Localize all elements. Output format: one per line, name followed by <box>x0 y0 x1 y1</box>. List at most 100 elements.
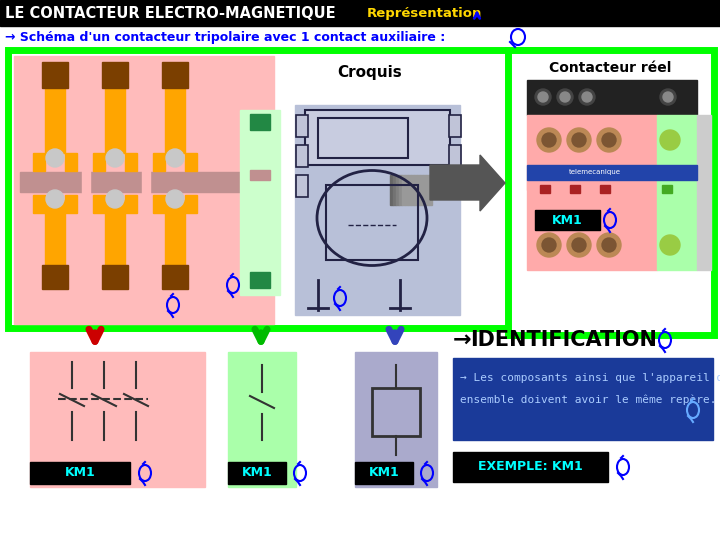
Circle shape <box>106 149 124 167</box>
Bar <box>93 153 105 171</box>
Bar <box>250 114 270 130</box>
Bar <box>105 88 125 153</box>
Bar <box>45 88 65 153</box>
Bar <box>185 195 197 213</box>
Bar <box>527 180 657 270</box>
Bar <box>102 265 128 289</box>
Circle shape <box>597 128 621 152</box>
Bar <box>153 153 165 171</box>
Bar <box>429 175 432 205</box>
Circle shape <box>572 238 586 252</box>
Bar <box>417 175 420 205</box>
Bar <box>296 115 308 137</box>
Bar <box>105 200 125 265</box>
Text: → Les composants ainsi que l'appareil de cet: → Les composants ainsi que l'appareil de… <box>460 373 720 383</box>
Circle shape <box>106 190 124 208</box>
Text: → Schéma d'un contacteur tripolaire avec 1 contact auxiliaire :: → Schéma d'un contacteur tripolaire avec… <box>5 30 445 44</box>
Bar <box>93 195 105 213</box>
Bar <box>125 195 137 213</box>
Circle shape <box>602 238 616 252</box>
Circle shape <box>46 149 64 167</box>
Bar <box>453 452 608 482</box>
Bar <box>393 175 396 205</box>
Bar <box>296 175 308 197</box>
Bar <box>228 352 296 487</box>
Bar <box>355 462 413 484</box>
Bar <box>142 88 150 268</box>
Text: Représentation: Représentation <box>367 6 482 19</box>
Circle shape <box>538 92 548 102</box>
Bar <box>527 115 657 190</box>
Bar <box>250 200 270 220</box>
Text: KM1: KM1 <box>369 467 400 480</box>
Circle shape <box>166 190 184 208</box>
Bar <box>33 153 45 171</box>
Bar <box>153 195 165 213</box>
Bar <box>102 62 128 88</box>
Circle shape <box>542 133 556 147</box>
Bar <box>65 153 77 171</box>
Bar <box>399 175 402 205</box>
Bar <box>508 50 714 335</box>
Bar <box>125 153 137 171</box>
Bar <box>240 110 280 295</box>
Bar <box>305 110 450 165</box>
Bar <box>250 272 270 288</box>
Bar <box>65 195 77 213</box>
Bar <box>423 175 426 205</box>
Bar <box>33 195 45 213</box>
Bar <box>250 170 270 180</box>
Bar <box>30 462 130 484</box>
Text: telemecanique: telemecanique <box>569 169 621 175</box>
Text: KM1: KM1 <box>65 467 95 480</box>
Circle shape <box>597 233 621 257</box>
Bar <box>697 115 711 270</box>
Circle shape <box>660 130 680 150</box>
Text: ensemble doivent avoir le même repère.: ensemble doivent avoir le même repère. <box>460 395 716 405</box>
Bar <box>411 175 414 205</box>
Text: Croquis: Croquis <box>338 64 402 79</box>
Circle shape <box>663 92 673 102</box>
Bar <box>540 185 550 193</box>
Bar <box>45 200 65 265</box>
Bar <box>228 462 286 484</box>
Circle shape <box>557 89 573 105</box>
Bar <box>396 175 399 205</box>
Bar <box>162 62 188 88</box>
Bar <box>453 358 713 440</box>
Bar <box>30 352 205 487</box>
Circle shape <box>567 128 591 152</box>
Bar <box>0 0 720 26</box>
Bar <box>405 175 408 205</box>
Bar <box>527 165 697 180</box>
Circle shape <box>660 235 680 255</box>
Text: KM1: KM1 <box>552 213 582 226</box>
Bar <box>295 105 460 315</box>
Circle shape <box>537 128 561 152</box>
Bar <box>185 153 197 171</box>
Bar <box>355 352 437 487</box>
Bar <box>296 145 308 167</box>
Circle shape <box>602 133 616 147</box>
Bar <box>20 172 275 192</box>
Bar <box>414 175 417 205</box>
Text: KM1: KM1 <box>242 467 272 480</box>
Bar <box>82 88 90 268</box>
Bar <box>535 210 600 230</box>
Text: IDENTIFICATION: IDENTIFICATION <box>470 330 657 350</box>
Bar <box>14 56 274 324</box>
Bar <box>42 265 68 289</box>
Bar <box>449 115 461 137</box>
Bar <box>390 175 393 205</box>
Text: Contacteur réel: Contacteur réel <box>549 61 671 75</box>
Circle shape <box>582 92 592 102</box>
Bar <box>600 185 610 193</box>
Bar <box>162 265 188 289</box>
Text: LE CONTACTEUR ELECTRO-MAGNETIQUE: LE CONTACTEUR ELECTRO-MAGNETIQUE <box>5 5 336 21</box>
Bar <box>402 175 405 205</box>
Circle shape <box>567 233 591 257</box>
Bar <box>318 118 408 158</box>
Bar <box>449 145 461 167</box>
Bar <box>570 185 580 193</box>
Circle shape <box>166 149 184 167</box>
